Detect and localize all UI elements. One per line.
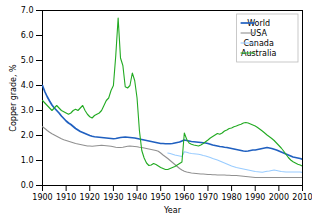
svg-text:1920: 1920 [80,193,100,202]
svg-text:Year: Year [163,206,182,215]
svg-text:1930: 1930 [103,193,123,202]
svg-text:1900: 1900 [32,193,52,202]
svg-text:1960: 1960 [174,193,194,202]
svg-text:World: World [247,18,271,28]
svg-text:1950: 1950 [151,193,171,202]
svg-text:1980: 1980 [221,193,241,202]
svg-text:Copper grade, %: Copper grade, % [9,64,18,132]
svg-text:0.0: 0.0 [21,181,34,190]
svg-text:1990: 1990 [245,193,265,202]
svg-text:5.0: 5.0 [21,56,34,65]
svg-text:Australia: Australia [241,49,276,58]
svg-text:2010: 2010 [292,193,312,202]
svg-text:6.0: 6.0 [21,31,34,40]
svg-text:1910: 1910 [56,193,76,202]
svg-text:1970: 1970 [198,193,218,202]
svg-text:1.0: 1.0 [21,156,34,165]
svg-text:1940: 1940 [127,193,147,202]
svg-text:2.0: 2.0 [21,131,34,140]
svg-text:2000: 2000 [269,193,289,202]
svg-text:USA: USA [250,28,267,38]
svg-text:4.0: 4.0 [21,81,34,90]
svg-text:7.0: 7.0 [21,6,34,15]
svg-text:Canada: Canada [243,38,274,48]
svg-text:3.0: 3.0 [21,106,34,115]
